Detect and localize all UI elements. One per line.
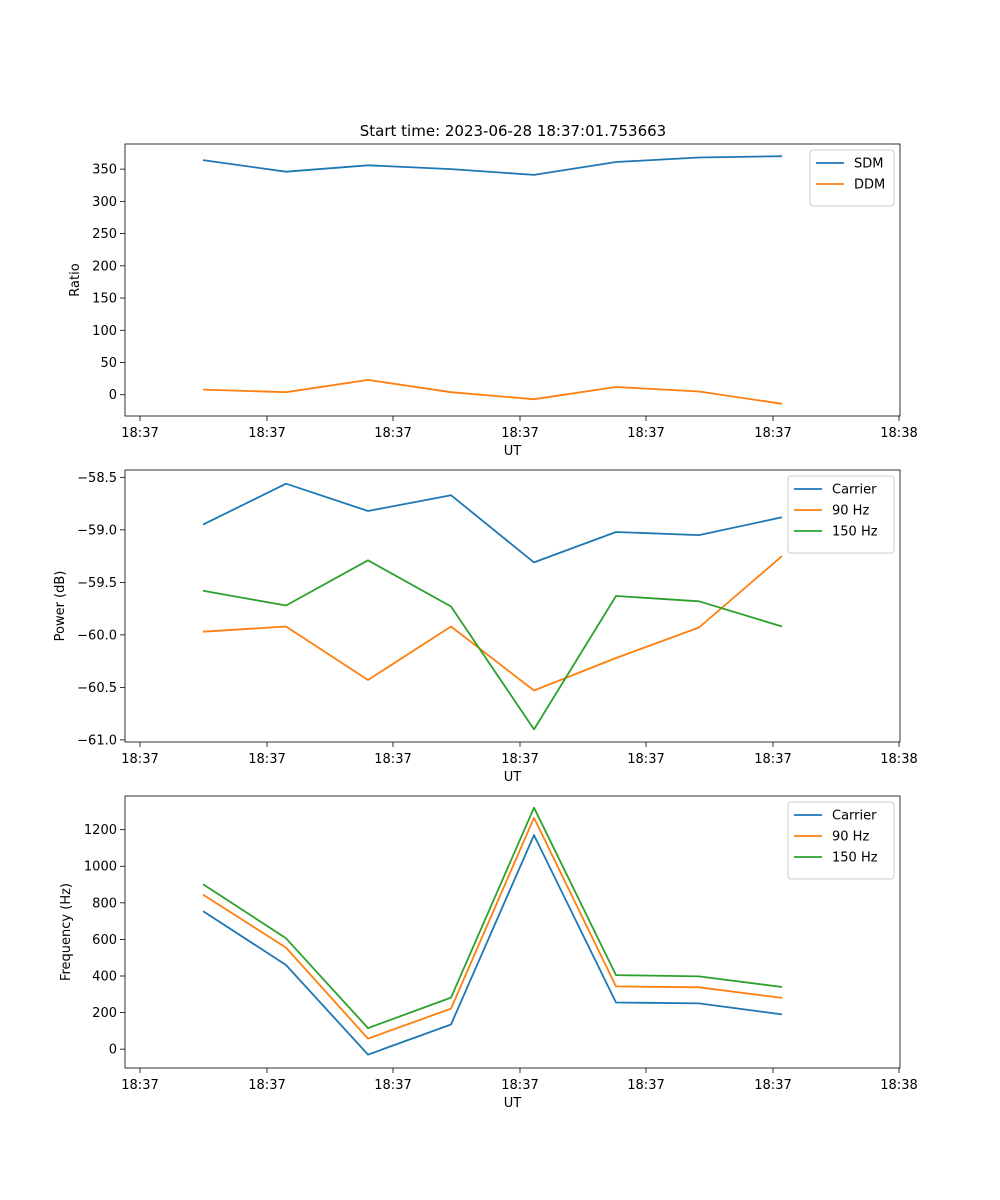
subplot-2: 18:37 18:37 18:37 18:37 18:37 18:37 18:38 UT −61…: [53, 469, 918, 785]
x-axis-label: UT: [504, 1096, 522, 1111]
x-tick-label: 18:38: [880, 752, 917, 767]
y-tick-label: 100: [92, 324, 117, 339]
x-tick-label: 18:37: [248, 752, 285, 767]
series-line-150-hz: [202, 806, 783, 1029]
series-line-sdm: [202, 155, 783, 176]
subplots: 18:37 18:37 18:37 18:37 18:37 18:37 18:38 UT 0 50…: [53, 143, 918, 1111]
x-tick-label: 18:37: [754, 752, 791, 767]
legend-box: [787, 475, 895, 554]
y-tick-label: −59.0: [77, 523, 117, 538]
legend-label: 90 Hz: [832, 504, 869, 519]
x-tick-label: 18:37: [374, 426, 411, 441]
y-tick-label: 350: [92, 163, 117, 178]
series-line-carrier: [202, 834, 783, 1056]
y-tick-label: 300: [92, 195, 117, 210]
y-tick-label: −60.5: [77, 681, 117, 696]
x-tick-label: 18:37: [754, 1078, 791, 1093]
x-tick-label: 18:38: [880, 1078, 917, 1093]
legend: Carrier 90 Hz 150 Hz: [787, 475, 895, 554]
legend-label: SDM: [854, 157, 883, 172]
x-tick-label: 18:38: [880, 426, 917, 441]
legend-label: 150 Hz: [832, 525, 878, 540]
x-tick-label: 18:37: [121, 1078, 158, 1093]
series-line-carrier: [202, 482, 783, 564]
series-line-90-hz: [202, 816, 783, 1040]
legend: Carrier 90 Hz 150 Hz: [787, 801, 895, 880]
x-tick-label: 18:37: [374, 1078, 411, 1093]
legend-label: Carrier: [832, 483, 877, 498]
y-tick-label: 0: [109, 388, 117, 403]
y-tick-label: −58.5: [77, 471, 117, 486]
y-tick-label: −61.0: [77, 733, 117, 748]
y-tick-label: 400: [92, 969, 117, 984]
x-axis-label: UT: [504, 770, 522, 785]
legend-box: [787, 801, 895, 880]
subplot-3: 18:37 18:37 18:37 18:37 18:37 18:37 18:38 UT 0 20…: [59, 795, 918, 1111]
x-tick-label: 18:37: [248, 426, 285, 441]
axes-frame: [124, 469, 901, 743]
y-tick-label: −59.5: [77, 576, 117, 591]
x-tick-label: 18:37: [627, 1078, 664, 1093]
axes-frame: [124, 143, 901, 417]
subplot-1: 18:37 18:37 18:37 18:37 18:37 18:37 18:38 UT 0 50…: [68, 143, 918, 459]
y-tick-label: 200: [92, 259, 117, 274]
series-line-ddm: [202, 378, 783, 405]
x-tick-label: 18:37: [501, 752, 538, 767]
x-tick-label: 18:37: [627, 426, 664, 441]
x-tick-label: 18:37: [501, 1078, 538, 1093]
y-tick-label: 200: [92, 1006, 117, 1021]
y-tick-label: 600: [92, 933, 117, 948]
figure-title: Start time: 2023-06-28 18:37:01.753663: [360, 122, 666, 140]
y-tick-label: 1200: [84, 823, 117, 838]
y-axis-label: Frequency (Hz): [59, 883, 74, 981]
y-tick-label: 0: [109, 1043, 117, 1058]
x-axis-label: UT: [504, 444, 522, 459]
legend-label: DDM: [854, 178, 885, 193]
y-axis-label: Ratio: [68, 263, 83, 296]
x-tick-label: 18:37: [627, 752, 664, 767]
y-tick-label: 250: [92, 227, 117, 242]
legend-label: 150 Hz: [832, 851, 878, 866]
x-tick-label: 18:37: [121, 752, 158, 767]
y-tick-label: 800: [92, 896, 117, 911]
legend-box: [809, 149, 895, 207]
x-tick-label: 18:37: [248, 1078, 285, 1093]
legend: SDM DDM: [809, 149, 895, 207]
legend-label: Carrier: [832, 809, 877, 824]
legend-label: 90 Hz: [832, 830, 869, 845]
y-tick-label: 1000: [84, 860, 117, 875]
series-line-150-hz: [202, 559, 783, 731]
axes-frame: [124, 795, 901, 1069]
y-tick-label: −60.0: [77, 628, 117, 643]
x-tick-label: 18:37: [121, 426, 158, 441]
x-tick-label: 18:37: [374, 752, 411, 767]
y-tick-label: 50: [100, 356, 117, 371]
x-tick-label: 18:37: [501, 426, 538, 441]
y-tick-label: 150: [92, 292, 117, 307]
series-line-90-hz: [202, 555, 783, 692]
x-tick-label: 18:37: [754, 426, 791, 441]
y-axis-label: Power (dB): [53, 571, 68, 642]
